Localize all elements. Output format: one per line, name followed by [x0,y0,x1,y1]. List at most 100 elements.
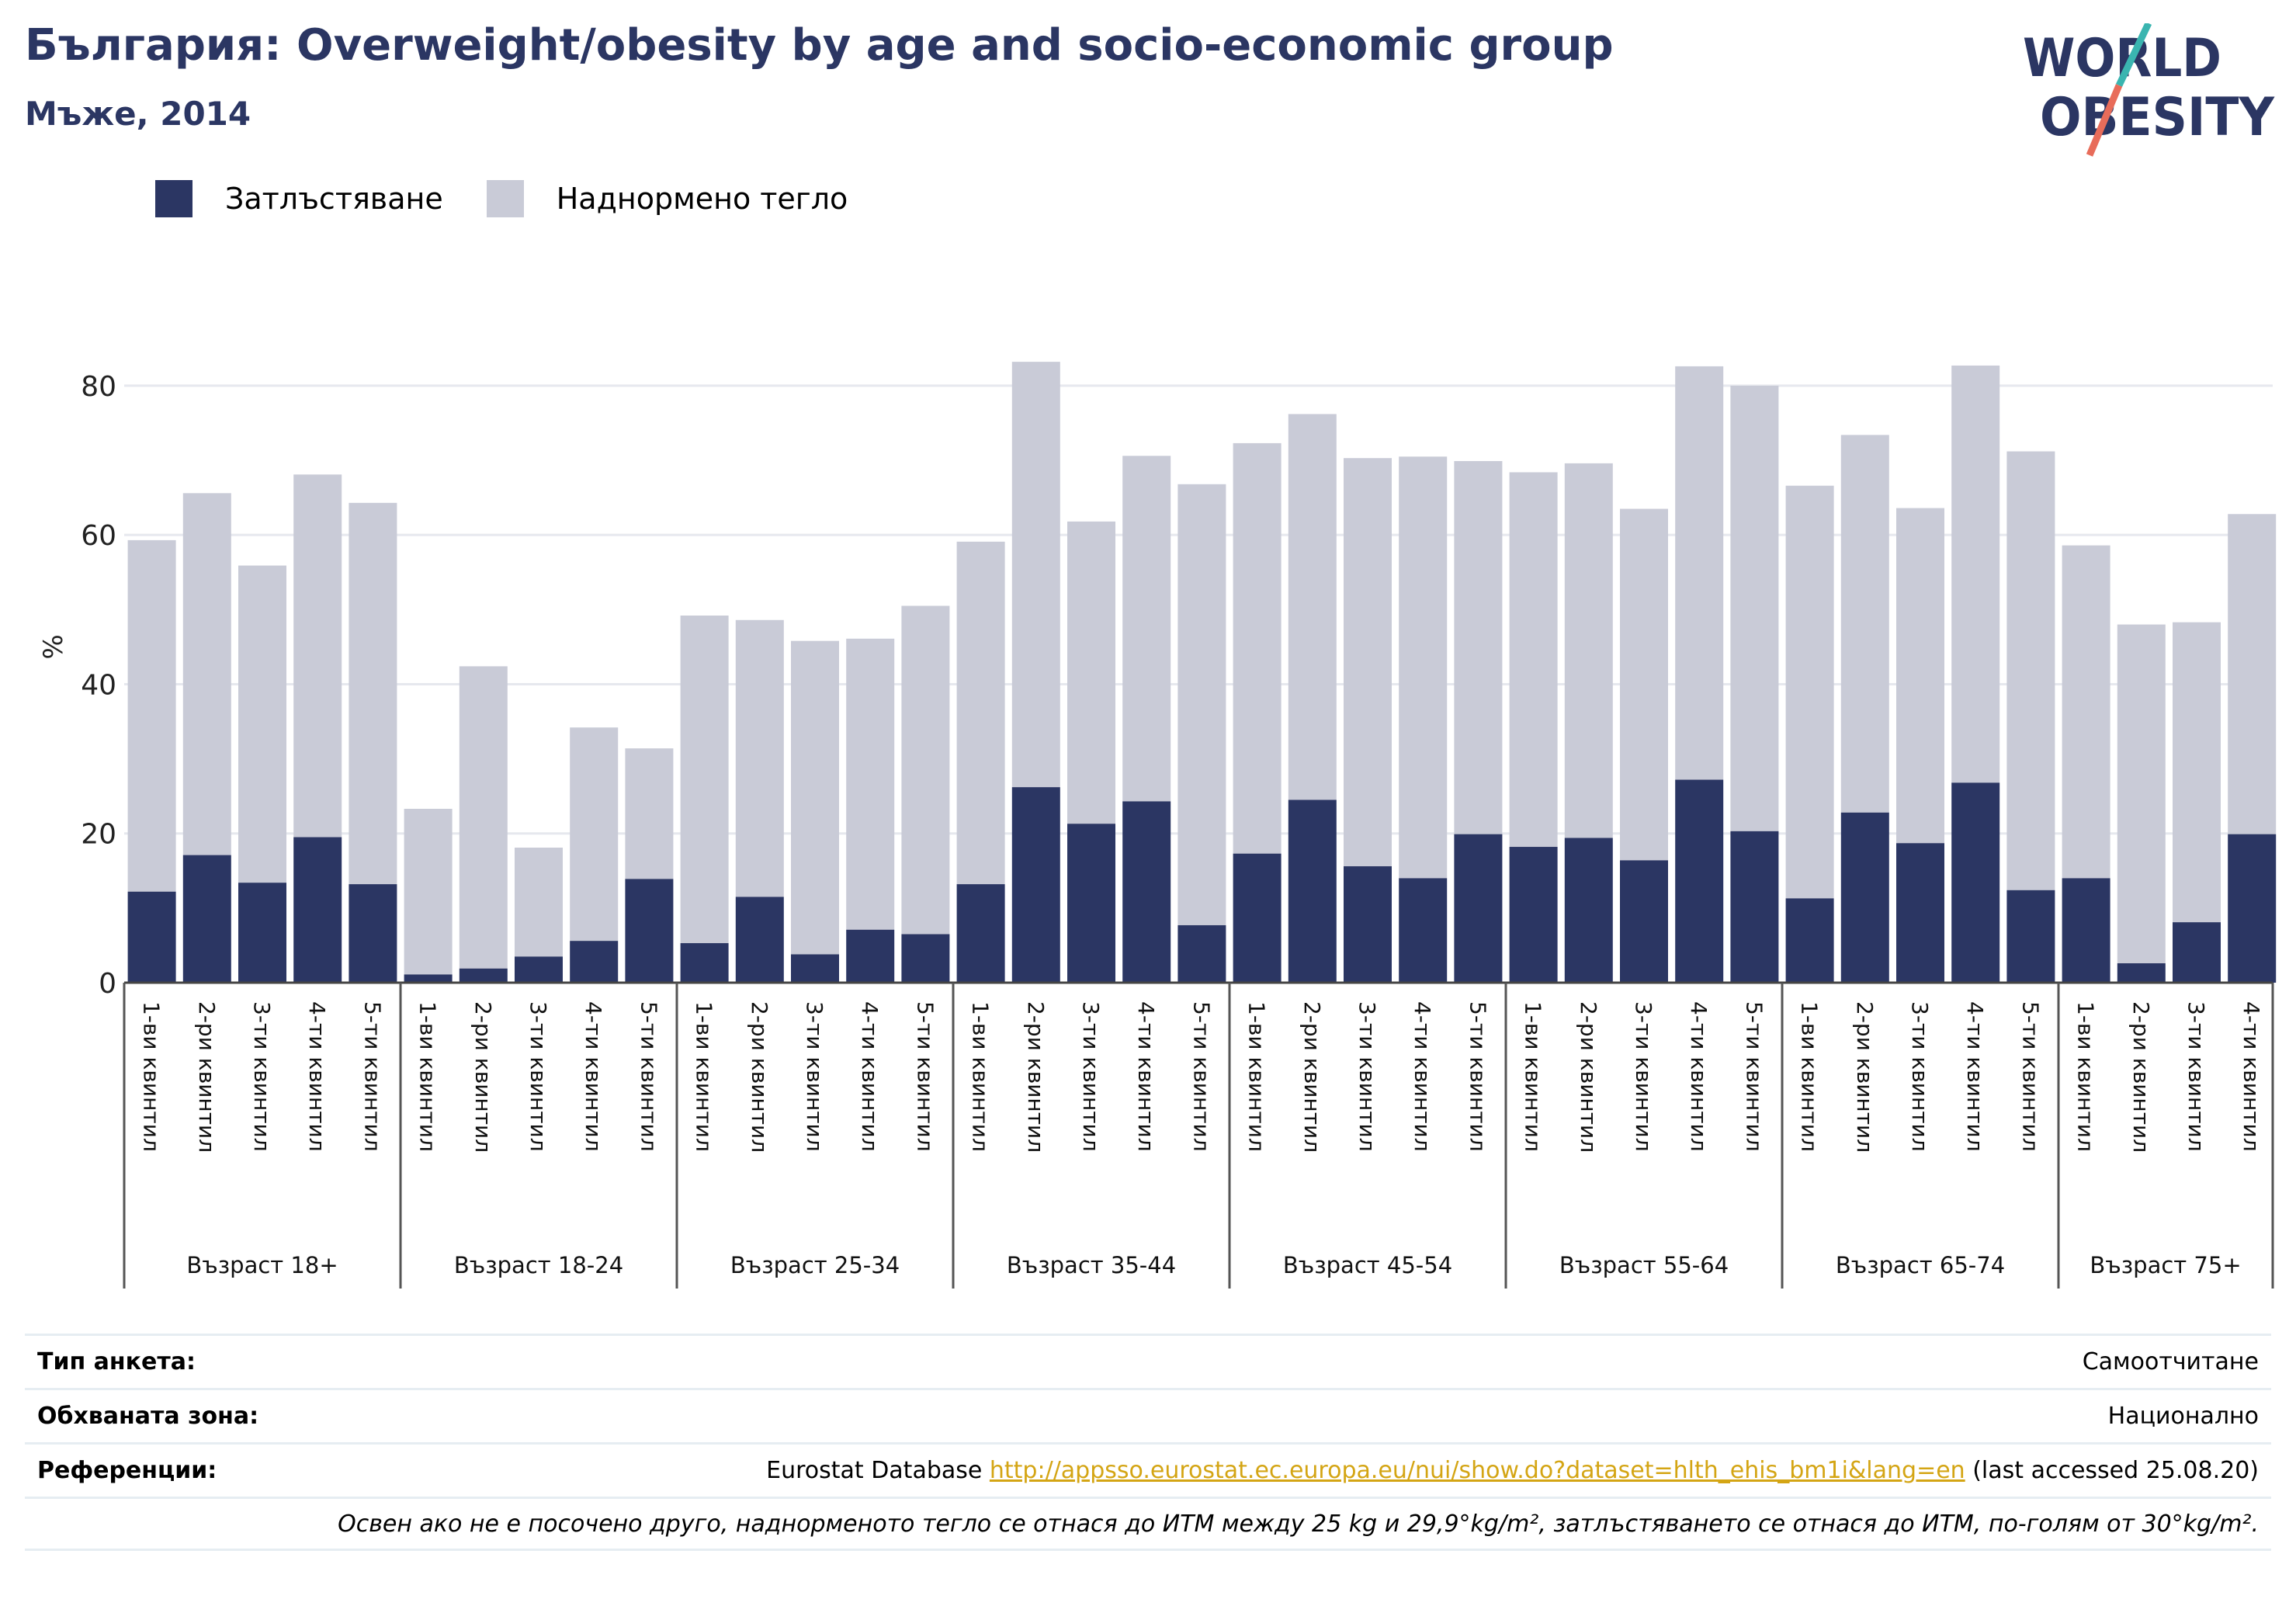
bar-overweight [293,474,342,838]
bar-obesity [680,943,729,983]
bar-overweight [1122,456,1171,802]
bar-overweight [791,640,839,955]
bar-obesity [2228,834,2277,983]
footer-label: Тип анкета: [37,1348,196,1375]
bar-obesity [238,883,286,983]
bar-obesity [1564,838,1613,983]
x-tick-label: 1-ви квинтил [139,1001,165,1152]
bar-obesity [293,837,342,983]
x-tick-label: 5-ти квинтил [636,1001,661,1152]
bar-obesity [404,974,453,983]
legend-swatch-overweight [486,180,524,217]
footer-value: Eurostat Database http://appsso.eurostat… [766,1457,2259,1484]
bar-obesity [1840,812,1889,983]
bar-obesity [791,954,839,983]
bar-obesity [1344,866,1392,983]
bar-obesity [1896,843,1944,983]
group-label: Възраст 55-64 [1559,1252,1729,1278]
group-label: Възраст 65-74 [1836,1252,2005,1278]
bar-overweight [2173,622,2221,923]
footer-row-references: Референции: Eurostat Database http://app… [25,1442,2271,1497]
x-tick-label: 3-ти квинтил [249,1001,275,1152]
bar-overweight [1011,362,1060,788]
x-tick-label: 1-ви квинтил [1244,1001,1270,1152]
bar-obesity [2062,878,2110,983]
bar-obesity [1122,801,1171,983]
chart-subtitle: Мъже, 2014 [25,95,251,133]
x-tick-label: 2-ри квинтил [1023,1001,1049,1153]
legend-label-obesity: Затлъстяване [225,182,443,216]
x-tick-label: 1-ви квинтил [1797,1001,1823,1152]
bar-obesity [1675,779,1724,983]
footer-row-survey-type: Тип анкета: Самоотчитане [25,1334,2271,1388]
y-tick-label: 20 [81,819,116,851]
reference-suffix: (last accessed 25.08.20) [1965,1457,2259,1484]
x-tick-label: 4-ти квинтил [581,1001,606,1152]
x-tick-label: 3-ти квинтил [802,1001,827,1152]
reference-link[interactable]: http://appsso.eurostat.ec.europa.eu/nui/… [989,1457,1965,1484]
bar-overweight [1454,461,1503,834]
bar-obesity [459,968,508,983]
group-label: Възраст 18+ [186,1252,338,1278]
bar-obesity [182,855,231,983]
bar-overweight [2062,545,2110,879]
x-tick-label: 3-ти квинтил [1354,1001,1380,1152]
bar-overweight [956,541,1005,885]
x-tick-label: 2-ри квинтил [1576,1001,1601,1153]
group-label: Възраст 75+ [2090,1252,2241,1278]
bar-obesity [1233,853,1282,983]
bar-overweight [1896,508,1944,844]
bar-obesity [570,941,619,983]
bar-obesity [1951,782,2000,983]
bar-overweight [515,847,563,957]
world-obesity-logo: WORLD OBESITY [2023,23,2275,157]
legend-item-overweight: Наднормено тегло [486,180,848,217]
bar-obesity [901,934,950,983]
x-tick-label: 2-ри квинтил [747,1001,772,1153]
x-tick-label: 5-ти квинтил [1188,1001,1214,1152]
logo-slash-top-icon [2115,23,2152,87]
x-tick-label: 3-ти квинтил [1078,1001,1104,1152]
x-tick-label: 2-ри квинтил [470,1001,496,1153]
bar-overweight [2117,624,2166,964]
group-label: Възраст 35-44 [1007,1252,1176,1278]
x-tick-label: 5-ти квинтил [1465,1001,1490,1152]
x-tick-label: 3-ти квинтил [1631,1001,1656,1152]
footer-table: Тип анкета: Самоотчитане Обхваната зона:… [25,1334,2271,1551]
bar-obesity [1785,898,1834,983]
x-tick-label: 4-ти квинтил [1133,1001,1159,1152]
legend-item-obesity: Затлъстяване [155,180,465,217]
x-tick-label: 1-ви квинтил [692,1001,717,1152]
y-tick-label: 40 [81,669,116,701]
bar-overweight [2228,514,2277,834]
bar-obesity [1399,878,1448,983]
bar-overweight [680,616,729,944]
bar-obesity [1509,847,1558,983]
bar-obesity [1620,860,1668,983]
bar-obesity [2117,963,2166,983]
bar-overweight [2006,451,2055,890]
bar-overweight [901,605,950,935]
bar-overweight [349,502,397,885]
bar-obesity [625,879,674,983]
bar-overweight [1288,414,1337,800]
bar-overweight [238,565,286,883]
footer-note: Освен ако не е посочено друго, наднормен… [338,1510,2259,1538]
bar-obesity [1288,800,1337,983]
bar-overweight [459,666,508,969]
bar-obesity [2173,922,2221,983]
x-tick-label: 3-ти квинтил [1907,1001,1933,1152]
bar-overweight [182,493,231,855]
x-tick-label: 5-ти квинтил [2017,1001,2043,1152]
x-tick-label: 4-ти квинтил [1686,1001,1712,1152]
x-tick-label: 4-ти квинтил [304,1001,330,1152]
bar-overweight [1233,442,1282,854]
reference-prefix: Eurostat Database [766,1457,990,1484]
bar-overweight [1177,484,1226,925]
bar-obesity [735,897,784,983]
x-tick-label: 4-ти квинтил [2239,1001,2264,1152]
chart-title: България: Overweight/obesity by age and … [25,20,1614,71]
logo-text-obesity: OBESITY [2040,87,2275,148]
footer-label: Референции: [37,1457,217,1484]
chart-legend: Затлъстяване Наднормено тегло [155,180,869,217]
